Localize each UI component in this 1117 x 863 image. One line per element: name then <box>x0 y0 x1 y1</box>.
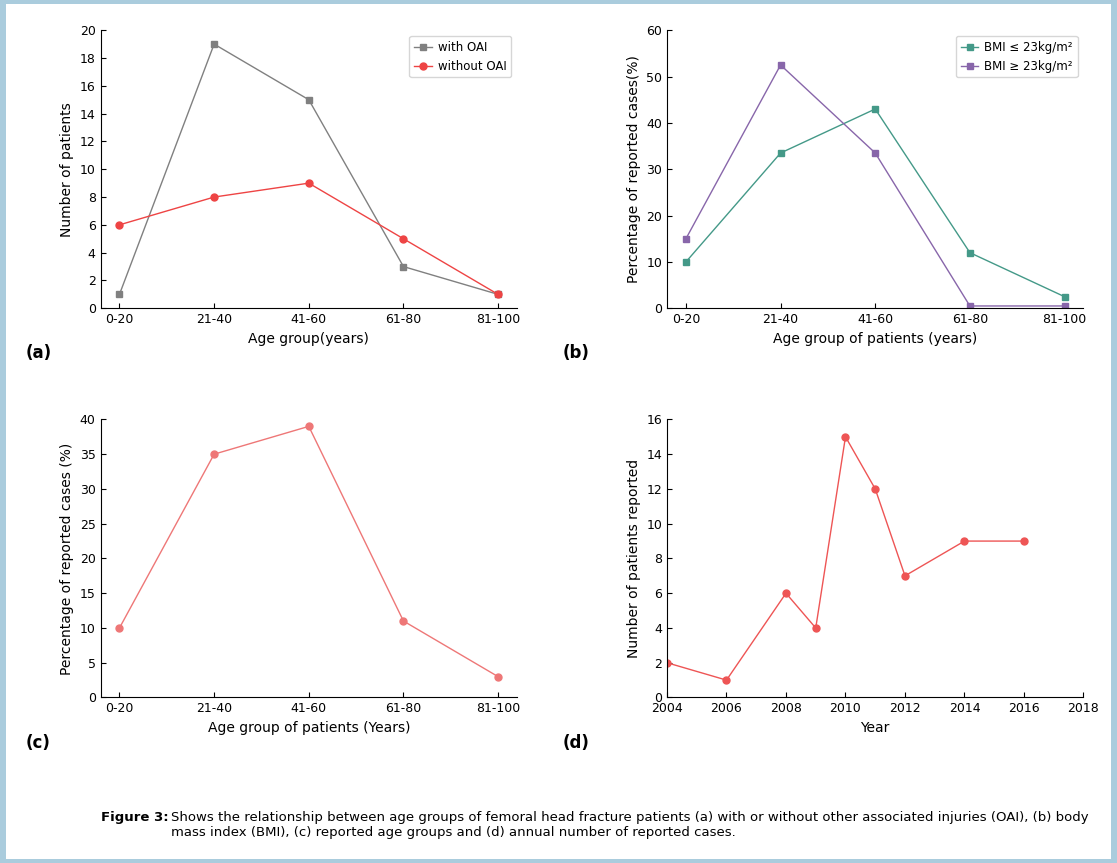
without OAI <box>302 178 315 188</box>
Y-axis label: Number of patients reported: Number of patients reported <box>627 459 641 658</box>
Y-axis label: Number of patients: Number of patients <box>60 102 74 236</box>
with OAI <box>208 39 221 49</box>
BMI ≤ 23kg/m² <box>963 248 976 258</box>
Line: BMI ≤ 23kg/m²: BMI ≤ 23kg/m² <box>682 105 1068 300</box>
BMI ≥ 23kg/m² <box>1058 301 1071 312</box>
BMI ≥ 23kg/m² <box>679 234 693 244</box>
with OAI <box>113 289 126 299</box>
Y-axis label: Percentage of reported cases(%): Percentage of reported cases(%) <box>627 55 640 283</box>
without OAI <box>113 220 126 230</box>
with OAI <box>491 289 505 299</box>
Legend: BMI ≤ 23kg/m², BMI ≥ 23kg/m²: BMI ≤ 23kg/m², BMI ≥ 23kg/m² <box>956 36 1078 78</box>
Line: with OAI: with OAI <box>116 41 502 298</box>
Text: (b): (b) <box>563 344 590 362</box>
Text: (d): (d) <box>563 734 590 752</box>
Y-axis label: Percentage of reported cases (%): Percentage of reported cases (%) <box>60 443 74 675</box>
without OAI <box>208 192 221 202</box>
Text: (a): (a) <box>26 344 51 362</box>
Text: Shows the relationship between age groups of femoral head fracture patients (a) : Shows the relationship between age group… <box>171 811 1089 839</box>
X-axis label: Age group of patients (Years): Age group of patients (Years) <box>208 721 410 735</box>
Text: (c): (c) <box>26 734 50 752</box>
Line: BMI ≥ 23kg/m²: BMI ≥ 23kg/m² <box>682 61 1068 310</box>
with OAI <box>397 261 410 272</box>
X-axis label: Year: Year <box>860 721 890 735</box>
X-axis label: Age group of patients (years): Age group of patients (years) <box>773 331 977 346</box>
BMI ≤ 23kg/m² <box>869 104 882 114</box>
BMI ≥ 23kg/m² <box>774 60 787 70</box>
BMI ≥ 23kg/m² <box>963 301 976 312</box>
Text: Figure 3:: Figure 3: <box>101 811 173 824</box>
X-axis label: Age group(years): Age group(years) <box>248 331 370 346</box>
without OAI <box>491 289 505 299</box>
Legend: with OAI, without OAI: with OAI, without OAI <box>409 36 512 78</box>
BMI ≤ 23kg/m² <box>774 148 787 158</box>
with OAI <box>302 95 315 105</box>
BMI ≥ 23kg/m² <box>869 148 882 158</box>
Line: without OAI: without OAI <box>116 180 502 298</box>
BMI ≤ 23kg/m² <box>1058 292 1071 302</box>
BMI ≤ 23kg/m² <box>679 257 693 268</box>
without OAI <box>397 234 410 244</box>
